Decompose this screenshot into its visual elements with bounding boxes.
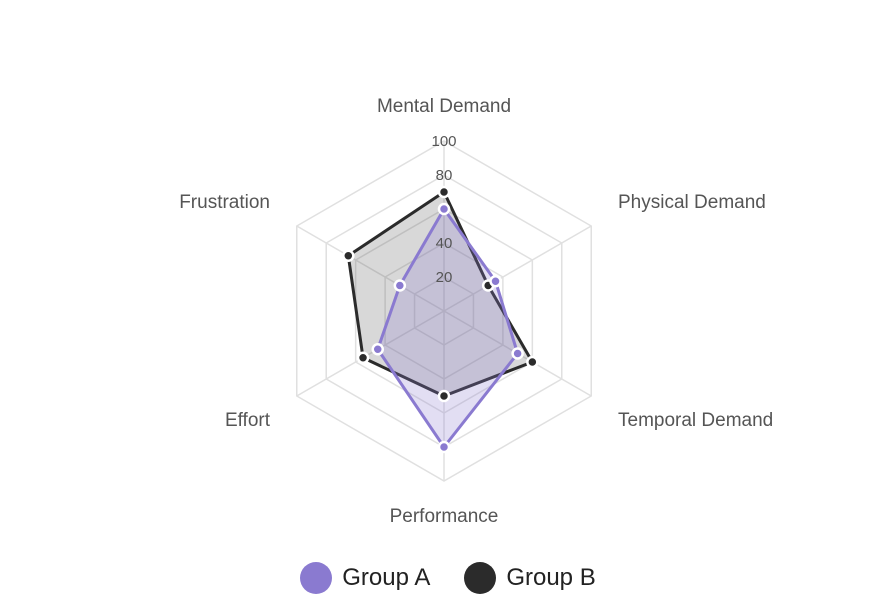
data-point[interactable]	[437, 185, 451, 199]
data-point[interactable]	[437, 202, 451, 216]
grid-spoke	[443, 225, 592, 312]
legend-swatch-group-a	[300, 562, 333, 594]
axis-label-frustration: Frustration	[179, 192, 270, 213]
data-point[interactable]	[489, 275, 502, 288]
legend-label: Group B	[506, 564, 596, 591]
data-point[interactable]	[342, 249, 355, 262]
radar-series	[342, 185, 539, 454]
legend-label: Group A	[342, 564, 431, 591]
axis-label-temporal-demand: Temporal Demand	[618, 410, 773, 431]
legend-swatch-group-b	[464, 562, 497, 594]
grid-spoke	[296, 310, 445, 397]
data-point[interactable]	[511, 347, 524, 360]
data-point[interactable]	[437, 440, 451, 454]
axis-label-effort: Effort	[225, 410, 271, 431]
radar-grid	[296, 140, 592, 482]
legend-item-group-b[interactable]: Group B	[464, 562, 596, 594]
data-point[interactable]	[526, 355, 539, 369]
tick-label: 100	[431, 133, 456, 150]
axis-labels: Mental Demand Physical Demand Temporal Dem…	[179, 96, 773, 527]
axis-label-physical-demand: Physical Demand	[618, 192, 766, 213]
grid-spoke	[296, 225, 445, 312]
legend-item-group-a[interactable]: Group A	[300, 562, 430, 594]
tick-label: 40	[436, 235, 453, 252]
data-point[interactable]	[393, 279, 407, 292]
data-point[interactable]	[437, 389, 451, 403]
data-point[interactable]	[371, 343, 384, 356]
data-point[interactable]	[356, 351, 370, 364]
axis-label-performance: Performance	[390, 506, 499, 527]
radial-tick-labels: 20 40 80 100	[431, 133, 456, 286]
axis-label-mental-demand: Mental Demand	[377, 96, 511, 117]
tick-label: 80	[436, 167, 453, 184]
legend: Group A Group B	[0, 562, 896, 594]
tick-label: 20	[436, 269, 453, 286]
